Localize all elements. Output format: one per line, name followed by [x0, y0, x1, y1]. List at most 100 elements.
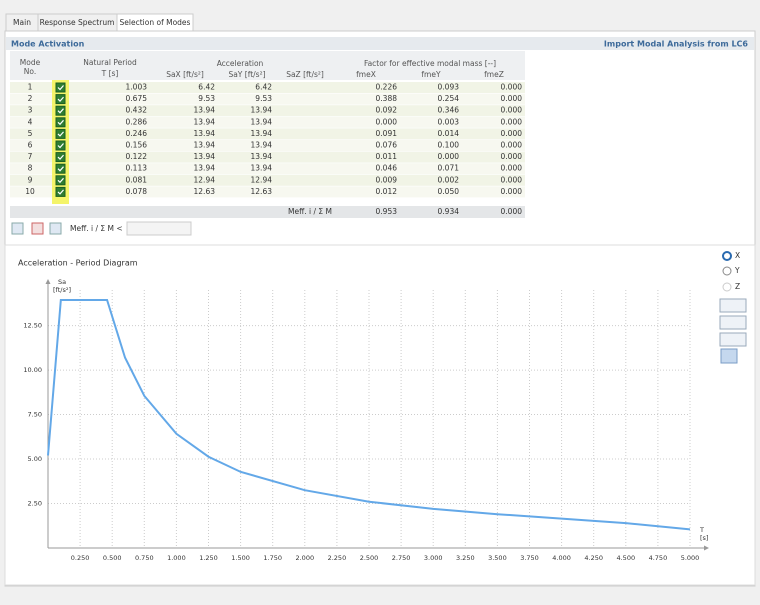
cell: 9.53: [255, 94, 272, 103]
radio-label: X: [735, 251, 740, 260]
x-tick-label: 4.250: [584, 554, 603, 562]
header: T [s]: [101, 69, 119, 78]
cell: 0.076: [376, 141, 398, 150]
check-all-button[interactable]: [11, 222, 24, 235]
cell: 1: [28, 83, 33, 92]
table-row: [10, 128, 525, 140]
cell: 9: [28, 175, 33, 184]
checkmark: [57, 119, 64, 126]
cell: 0.092: [376, 106, 398, 115]
header: fmeY: [421, 70, 441, 79]
cell: 0.246: [126, 129, 148, 138]
table-header: [10, 51, 525, 80]
sum-cell: 0.953: [376, 207, 398, 216]
checkmark: [57, 154, 64, 160]
cell: 0.432: [126, 106, 148, 115]
cell: 0.000: [501, 106, 523, 115]
cell: 10: [25, 187, 35, 196]
checkbox[interactable]: [55, 175, 66, 186]
filter-input[interactable]: [126, 221, 192, 236]
cell: 4: [28, 117, 33, 126]
x-tick-label: 0.500: [103, 554, 122, 562]
cell: 13.94: [194, 164, 216, 173]
cell: 0.014: [438, 129, 460, 138]
cell: 0.000: [501, 94, 523, 103]
cell: 13.94: [251, 141, 273, 150]
header: Factor for effective modal mass [--]: [364, 59, 496, 68]
invert-button[interactable]: [49, 222, 62, 235]
checkmark: [57, 131, 64, 137]
cell: 13.94: [194, 129, 216, 138]
radio-selected[interactable]: [722, 251, 732, 261]
table-row: [10, 151, 525, 163]
y-tick-label: 12.50: [23, 322, 42, 330]
cell: 0.071: [438, 164, 460, 173]
sum-cell: 0.000: [501, 207, 523, 216]
uncheck-all-button[interactable]: [31, 222, 44, 235]
checkbox[interactable]: [55, 128, 66, 139]
radio-disabled[interactable]: [722, 282, 732, 292]
checkbox[interactable]: [55, 117, 66, 128]
x-tick-label: 0.750: [135, 554, 154, 562]
cell: 13.94: [251, 106, 273, 115]
cell: 0.122: [126, 152, 148, 161]
cell: 0.003: [438, 117, 460, 126]
cell: 12.94: [251, 175, 273, 184]
cell: 0.000: [501, 83, 523, 92]
x-tick-label: 1.750: [263, 554, 282, 562]
cell: 0.346: [438, 106, 460, 115]
checkbox[interactable]: [55, 82, 66, 93]
import-link[interactable]: Import Modal Analysis from LC6: [604, 40, 749, 49]
checkbox[interactable]: [55, 105, 66, 116]
graph-button[interactable]: [720, 348, 738, 364]
panel-title: Mode Activation: [11, 40, 85, 49]
sum-cell: 0.934: [438, 207, 460, 216]
radio-label: Y: [734, 266, 740, 275]
cell: 13.94: [194, 106, 216, 115]
checkbox[interactable]: [55, 163, 66, 174]
radio-label: Z: [735, 282, 740, 291]
cell: 0.226: [376, 83, 398, 92]
tab-label: Main: [13, 18, 31, 27]
cell: 3: [28, 106, 33, 115]
cell: 0.000: [501, 117, 523, 126]
radio[interactable]: [722, 266, 732, 276]
cell: 13.94: [194, 152, 216, 161]
filter-label: Meff. i / Σ M <: [70, 224, 123, 233]
print-button[interactable]: [719, 332, 747, 347]
cell: 0.002: [438, 175, 460, 184]
cell: 1.003: [126, 83, 148, 92]
view-button[interactable]: [719, 298, 747, 313]
x-tick-label: 4.750: [649, 554, 668, 562]
cell: 9.53: [198, 94, 215, 103]
x-unit: [s]: [700, 534, 708, 542]
axis-button[interactable]: [719, 315, 747, 330]
checkbox[interactable]: [55, 140, 66, 151]
checkbox[interactable]: [55, 186, 66, 197]
checkbox[interactable]: [55, 152, 66, 163]
x-tick-label: 2.750: [392, 554, 411, 562]
table-row: [10, 186, 525, 198]
header: SaZ [ft/s²]: [286, 70, 324, 79]
cell: 13.94: [194, 141, 216, 150]
cell: 0.388: [376, 94, 398, 103]
x-tick-label: 1.000: [167, 554, 186, 562]
header: fmeX: [356, 70, 376, 79]
cell: 0.000: [501, 164, 523, 173]
table-row: [10, 174, 525, 186]
cell: 0.000: [438, 152, 460, 161]
cell: 0.000: [501, 152, 523, 161]
x-tick-label: 1.500: [231, 554, 250, 562]
cell: 0.078: [126, 187, 148, 196]
table-row: [10, 82, 525, 93]
checkbox[interactable]: [55, 94, 66, 105]
header: SaX [ft/s²]: [166, 70, 204, 79]
cell: 0.091: [376, 129, 398, 138]
checkmark: [57, 143, 64, 149]
header: fmeZ: [484, 70, 504, 79]
header: SaY [ft/s²]: [228, 70, 265, 79]
cell: 0.254: [438, 94, 460, 103]
cell: 0.156: [126, 141, 148, 150]
cell: 12.63: [251, 187, 273, 196]
cell: 13.94: [194, 117, 216, 126]
